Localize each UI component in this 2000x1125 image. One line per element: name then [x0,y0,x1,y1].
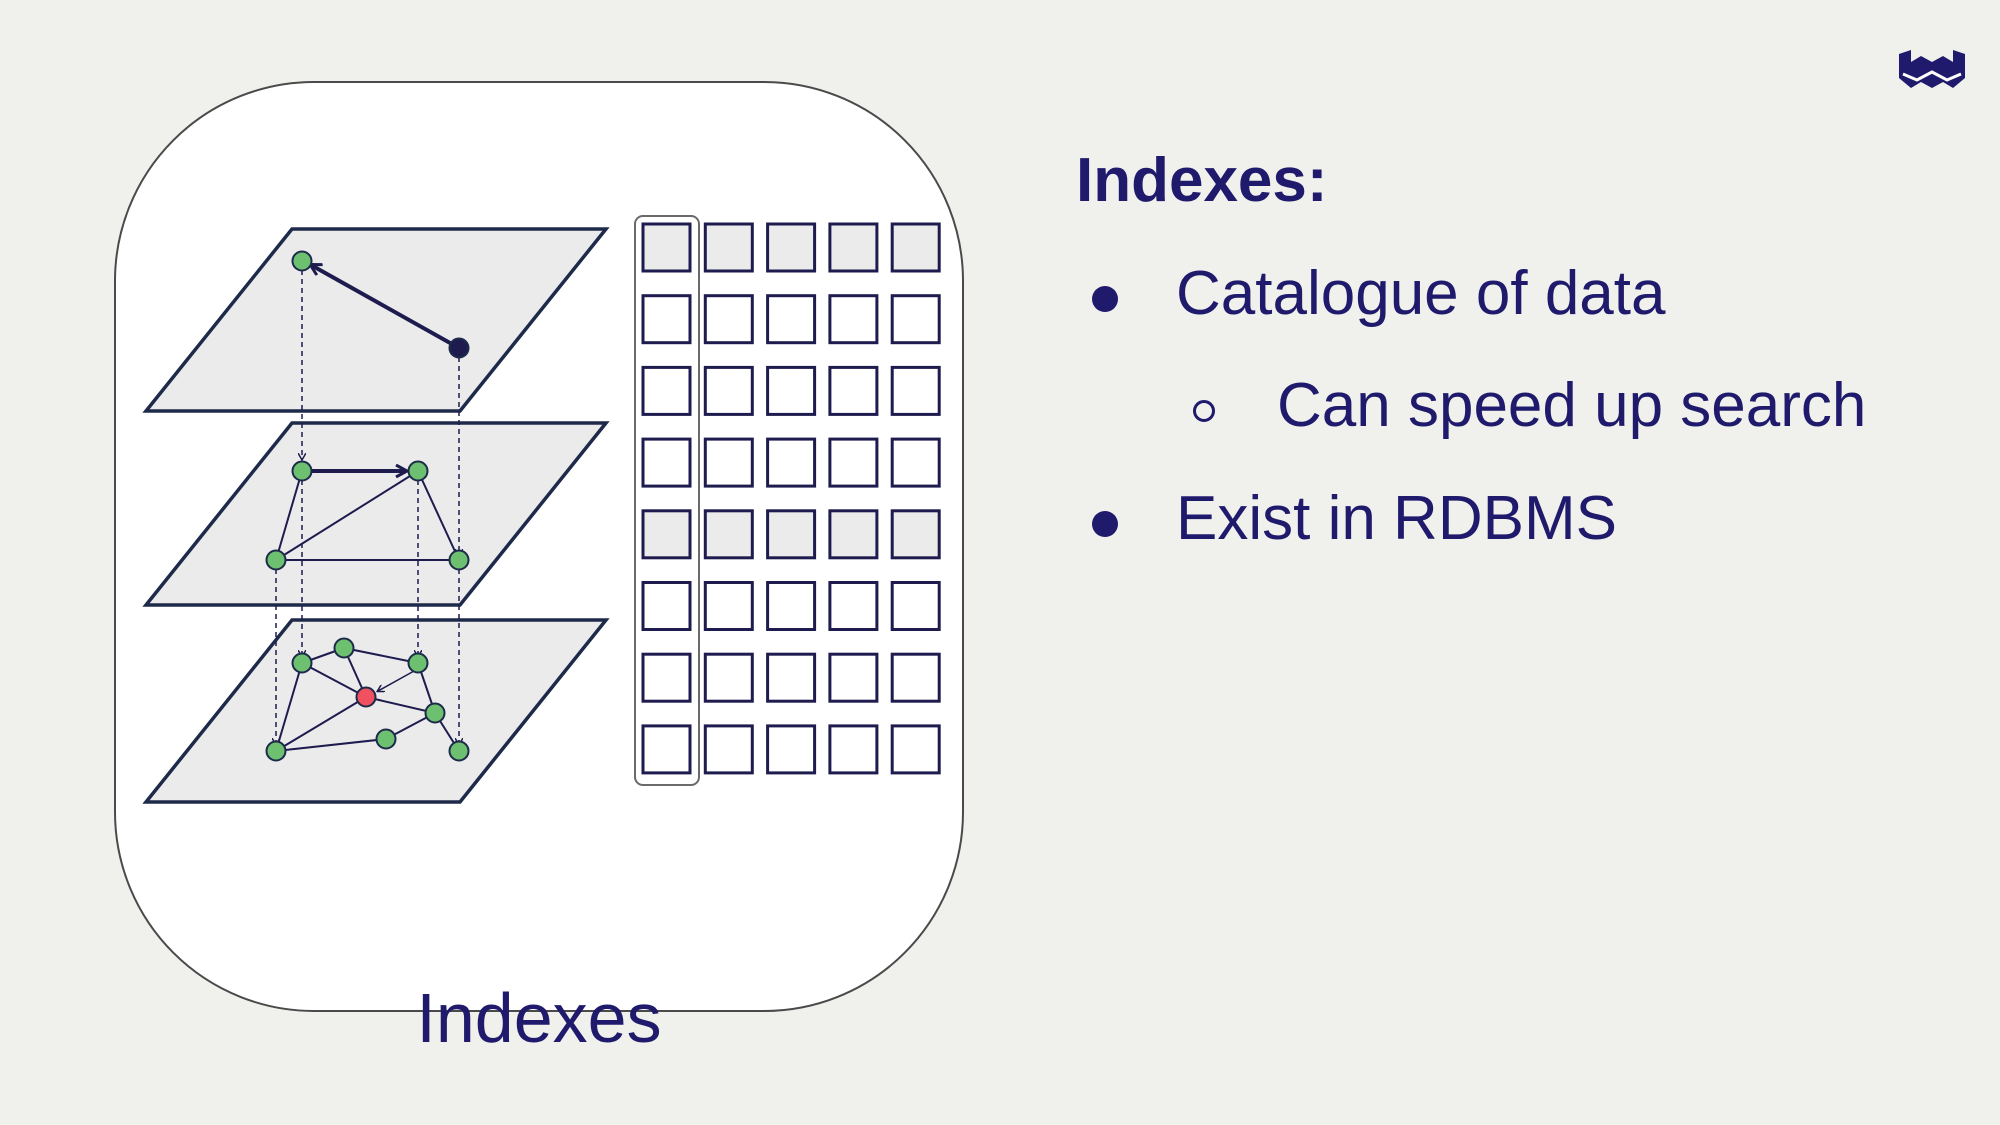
bullet-dot-icon [1092,511,1118,537]
table-cell [641,581,692,631]
graph-node [291,250,313,272]
index-table-grid [641,222,941,775]
graph-node [424,702,446,724]
graph-node [265,549,287,571]
graph-node [291,652,313,674]
bullet-text: Catalogue of data [1176,259,1666,328]
table-cell [890,581,941,631]
query-node [448,337,470,359]
table-cell [641,724,692,775]
table-cell [828,509,879,560]
table-cell [703,222,754,273]
table-cell [890,724,941,775]
graph-node [407,460,429,482]
table-cell [766,509,817,560]
table-cell [766,222,817,273]
table-cell [890,652,941,703]
figure-caption: Indexes [416,979,662,1057]
graph-node [375,728,397,750]
middle-layer-plane [142,421,610,607]
brand-logo-icon [1899,50,1965,88]
table-cell [766,652,817,703]
middle-layer-edges [275,470,460,561]
top-layer-search-arrow [311,265,460,350]
table-cell [828,365,879,416]
table-cell [641,365,692,416]
bullet-text: Exist in RDBMS [1176,484,1617,553]
table-cell [828,652,879,703]
layer-projection-lines [276,261,459,744]
table-cell [703,365,754,416]
bullet-dot-icon [1092,286,1118,312]
table-cell [641,294,692,345]
table-cell [703,509,754,560]
table-cell [703,581,754,631]
table-cell [890,222,941,273]
table-cell [641,222,692,273]
table-cell [890,437,941,488]
nearest-neighbor-node [355,686,377,708]
sub-bullet-text: Can speed up search [1277,371,1867,440]
table-cell [828,724,879,775]
table-cell [641,652,692,703]
table-cell [828,222,879,273]
table-cell [766,365,817,416]
hnsw-index-diagram [142,215,941,804]
table-cell [703,724,754,775]
table-cell [703,652,754,703]
table-cell [828,294,879,345]
graph-node [333,637,355,659]
index-column-highlight [634,215,700,786]
index-figure-card: Indexes [114,81,964,1057]
graph-node [291,460,313,482]
table-cell [766,581,817,631]
graph-node [448,549,470,571]
bottom-layer-plane [142,618,610,804]
table-cell [641,509,692,560]
slide-heading: Indexes: [1076,146,1328,215]
table-cell [828,437,879,488]
table-cell [766,294,817,345]
table-cell [766,724,817,775]
sub-bullet-ring-icon [1193,400,1215,422]
bottom-layer-search-arrow [378,670,415,691]
graph-node [448,740,470,762]
graph-node [407,652,429,674]
graph-node [265,740,287,762]
table-cell [890,365,941,416]
table-cell [766,437,817,488]
top-layer-plane [142,227,610,413]
table-cell [703,294,754,345]
table-cell [890,294,941,345]
table-cell [890,509,941,560]
table-cell [828,581,879,631]
table-cell [641,437,692,488]
table-cell [703,437,754,488]
